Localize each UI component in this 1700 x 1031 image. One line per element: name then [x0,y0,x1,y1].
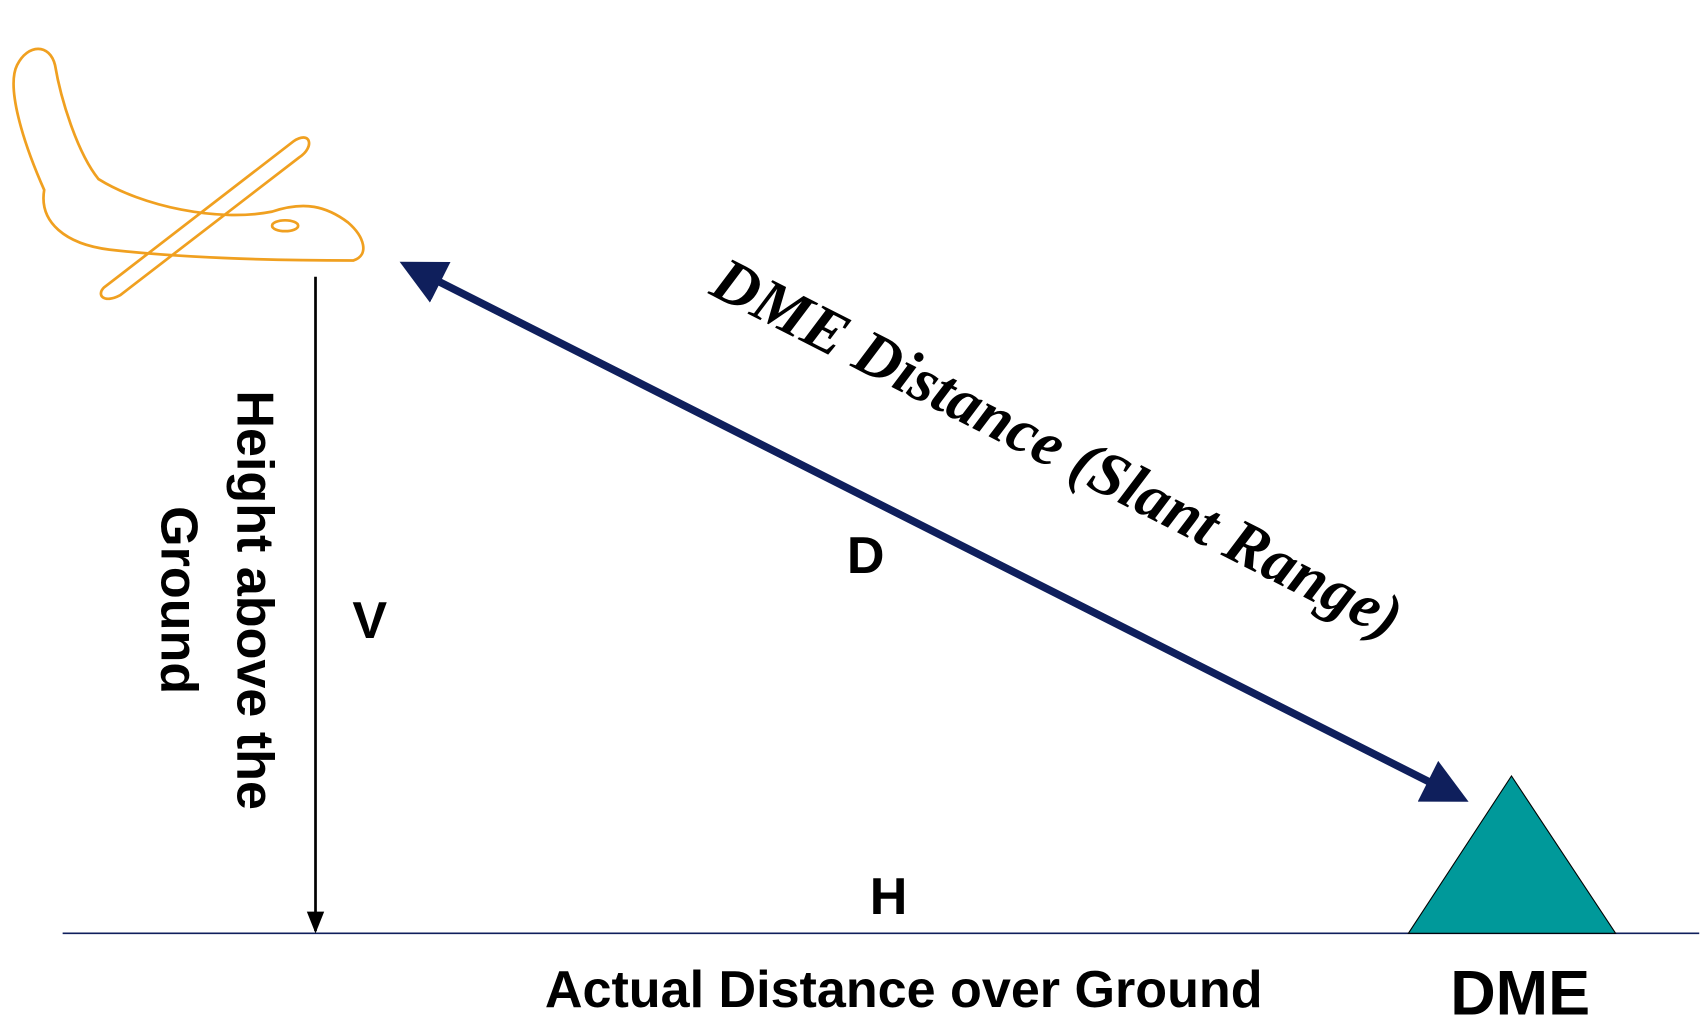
d-label: D [847,527,885,585]
height-label: Height above the [225,390,283,810]
ground-distance-label: Actual Distance over Ground [545,961,1263,1019]
h-label: H [870,868,908,926]
v-label: V [352,592,387,650]
dme-station [1407,774,1617,934]
airplane [12,47,365,301]
slant-arrow [399,261,1469,802]
height-label: Ground [149,506,207,694]
dme-label: DME [1450,959,1590,1029]
